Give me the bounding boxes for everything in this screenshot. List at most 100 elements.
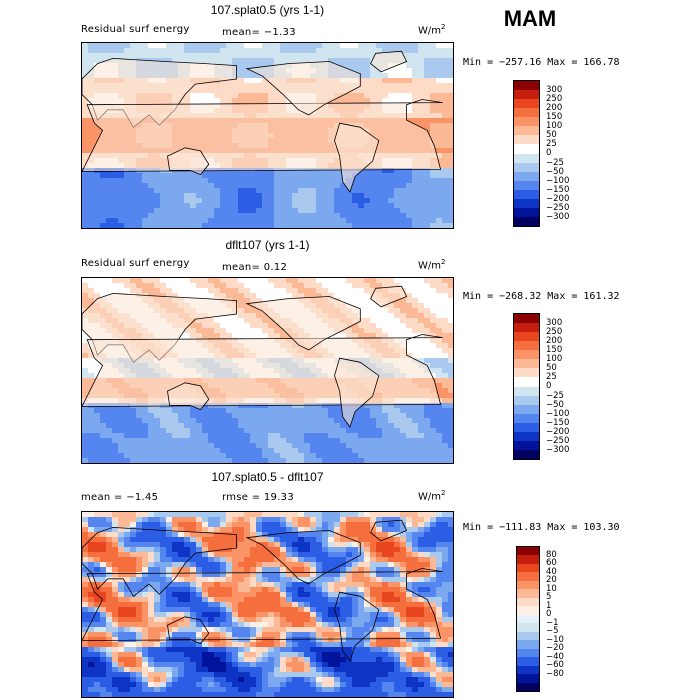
colorbar-label: −150 <box>546 184 570 195</box>
panel-1-map <box>81 42 454 229</box>
colorbar-label: 60 <box>546 558 557 569</box>
coastline <box>82 334 443 407</box>
panel-3-title: 107.splat0.5 - dflt107 <box>211 470 324 484</box>
colorbar-label: −200 <box>546 426 570 437</box>
colorbar-swatch <box>514 198 539 208</box>
coastline <box>334 357 380 428</box>
panel-3-mean: mean = −1.45 <box>81 492 159 503</box>
colorbar-label: 100 <box>546 354 563 365</box>
colorbar-swatch <box>514 171 539 181</box>
panel-3-rmse: rmse = 19.33 <box>222 492 295 503</box>
colorbar-label: 200 <box>546 336 563 347</box>
colorbar-swatch <box>517 623 539 632</box>
colorbar-swatch <box>514 162 539 172</box>
colorbar-swatch <box>514 126 539 136</box>
colorbar-swatch <box>514 314 539 324</box>
panel-1-units: W/m2 <box>418 23 446 37</box>
panel-1-title: 107.splat0.5 (yrs 1-1) <box>210 3 325 17</box>
panel-1-colorbar-labels: 300 250 200 150 100 50 25 0 −25 −50 −100 −150 −200 −2… <box>546 85 570 222</box>
colorbar-label: 10 <box>546 583 557 594</box>
colorbar-label: −10 <box>546 634 564 645</box>
colorbar-label: 300 <box>546 318 563 328</box>
colorbar-swatch <box>514 153 539 163</box>
panel-3-minmax: Min = −111.83 Max = 103.30 <box>463 522 620 533</box>
panel-1-colorbar <box>513 80 540 227</box>
panel-2-minmax: Min = −268.32 Max = 161.32 <box>463 291 620 302</box>
colorbar-label: 20 <box>546 575 557 586</box>
colorbar-swatch <box>517 674 539 683</box>
colorbar-swatch <box>517 640 539 649</box>
colorbar-swatch <box>514 108 539 118</box>
panel-1-mean: mean= −1.33 <box>222 27 296 38</box>
colorbar-label: 250 <box>546 327 563 338</box>
coastline <box>370 519 408 542</box>
colorbar-swatch <box>514 413 539 423</box>
colorbar-swatch <box>514 207 539 217</box>
colorbar-label: −50 <box>546 166 564 177</box>
colorbar-swatch <box>514 341 539 351</box>
colorbar-swatch <box>514 440 539 450</box>
coastline <box>370 50 408 73</box>
colorbar-swatch <box>514 422 539 432</box>
colorbar-label: −250 <box>546 435 570 446</box>
colorbar-label: −20 <box>546 643 564 654</box>
colorbar-swatch <box>514 350 539 360</box>
colorbar-swatch <box>517 597 539 607</box>
coastline <box>245 530 361 585</box>
colorbar-label: −50 <box>546 399 564 410</box>
colorbar-label: 250 <box>546 94 563 105</box>
colorbar-label: 80 <box>546 550 557 560</box>
colorbar-swatch <box>514 135 539 145</box>
colorbar-label: −60 <box>546 660 564 671</box>
colorbar-swatch <box>514 431 539 441</box>
coastline <box>370 285 408 308</box>
colorbar-swatch <box>517 614 539 624</box>
colorbar-swatch <box>514 99 539 109</box>
panel-3-map <box>81 511 454 698</box>
colorbar-swatch <box>514 359 539 369</box>
panel-1-subtitle: Residual surf energy <box>81 24 190 35</box>
coastline <box>167 147 210 176</box>
coastline <box>334 122 380 193</box>
colorbar-swatch <box>514 377 539 387</box>
colorbar-swatch <box>514 81 539 91</box>
colorbar-swatch <box>514 368 539 378</box>
colorbar-label: −300 <box>546 211 570 222</box>
panel-1-map-svg <box>82 43 453 228</box>
panel-1-minmax: Min = −257.16 Max = 166.78 <box>463 57 620 68</box>
panel-3-colorbar <box>516 546 540 692</box>
panel-2-title: dflt107 (yrs 1-1) <box>225 238 310 252</box>
panel-2-map <box>81 277 454 464</box>
panel-2-subtitle: Residual surf energy <box>81 258 190 269</box>
colorbar-label: 0 <box>546 148 552 159</box>
colorbar-swatch <box>514 404 539 414</box>
colorbar-swatch <box>514 332 539 342</box>
colorbar-swatch <box>517 572 539 581</box>
panel-2-colorbar <box>513 313 540 460</box>
colorbar-swatch <box>514 144 539 154</box>
colorbar-label: 200 <box>546 103 563 114</box>
colorbar-swatch <box>514 323 539 333</box>
colorbar-swatch <box>514 117 539 127</box>
colorbar-swatch <box>514 449 539 459</box>
colorbar-label: −5 <box>546 626 559 637</box>
panel-2-map-svg <box>82 278 453 463</box>
colorbar-swatch <box>514 90 539 100</box>
season-title: MAM <box>503 6 557 31</box>
colorbar-label: −200 <box>546 193 570 204</box>
colorbar-label: −25 <box>546 157 564 168</box>
panel-3-units: W/m2 <box>418 489 446 503</box>
colorbar-label: −100 <box>546 175 570 186</box>
colorbar-label: 25 <box>546 372 557 383</box>
panel-3-map-svg <box>82 512 453 697</box>
colorbar-swatch <box>517 648 539 658</box>
colorbar-label: −80 <box>546 668 564 679</box>
colorbar-swatch <box>514 386 539 396</box>
colorbar-label: −1 <box>546 617 559 628</box>
colorbar-label: 25 <box>546 139 557 150</box>
colorbar-swatch <box>517 555 539 564</box>
colorbar-swatch <box>514 216 539 226</box>
coastline <box>245 61 361 116</box>
coastline <box>82 568 443 641</box>
coastline <box>334 591 380 662</box>
